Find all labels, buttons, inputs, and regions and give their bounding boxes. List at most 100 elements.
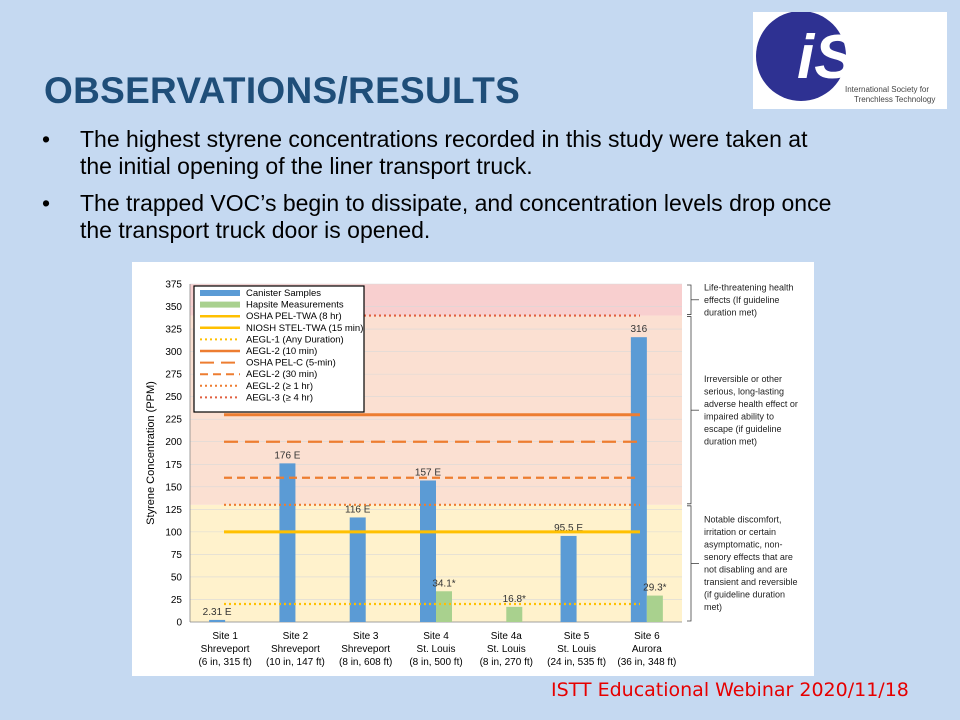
- legend-label: Hapsite Measurements: [246, 300, 344, 311]
- zone-note-line: Life-threatening health: [704, 282, 794, 292]
- y-tick-label: 350: [165, 302, 182, 313]
- bullet-item: • The highest styrene concentrations reco…: [42, 126, 842, 180]
- zone-note-line: serious, long-lasting: [704, 386, 784, 396]
- zone-bracket: [687, 316, 692, 505]
- x-tick-label: (24 in, 535 ft): [547, 657, 606, 668]
- x-tick-label: Site 4a: [491, 631, 523, 642]
- zone-note-line: effects (If guideline: [704, 295, 779, 305]
- x-tick-label: (36 in, 348 ft): [617, 657, 676, 668]
- x-tick-label: Aurora: [632, 644, 662, 655]
- y-tick-label: 25: [171, 595, 183, 606]
- x-tick-label: (10 in, 147 ft): [266, 657, 325, 668]
- zone-note-line: irritation or certain: [704, 527, 776, 537]
- y-tick-label: 225: [165, 415, 182, 426]
- y-tick-label: 125: [165, 505, 182, 516]
- zone-note-line: impaired ability to: [704, 411, 774, 421]
- bar: [560, 535, 577, 622]
- bullet-symbol: •: [42, 190, 51, 216]
- zone-note-line: duration met): [704, 307, 757, 317]
- x-tick-label: (6 in, 315 ft): [198, 657, 251, 668]
- bar: [349, 517, 366, 622]
- bullet-list: • The highest styrene concentrations reco…: [42, 126, 842, 254]
- data-label: 116 E: [345, 504, 371, 515]
- zone-note-line: not disabling and are: [704, 565, 788, 575]
- y-axis-title: Styrene Concentration (PPM): [145, 381, 157, 525]
- data-label: 34.1*: [432, 578, 455, 589]
- bullet-item: • The trapped VOC’s begin to dissipate, a…: [42, 190, 842, 244]
- bar: [279, 463, 296, 622]
- y-tick-label: 200: [165, 437, 182, 448]
- zone-note-line: duration met): [704, 436, 757, 446]
- data-label: 95.5 E: [554, 523, 583, 534]
- legend-swatch: [200, 301, 240, 308]
- zone-note-line: adverse health effect or: [704, 399, 798, 409]
- legend-box: [193, 285, 365, 413]
- slide-title: OBSERVATIONS/RESULTS: [44, 70, 521, 111]
- legend-swatch: [200, 290, 240, 296]
- legend-label: OSHA PEL-TWA (8 hr): [246, 311, 342, 322]
- bar: [506, 606, 523, 622]
- y-tick-label: 375: [165, 280, 182, 291]
- y-tick-label: 100: [165, 527, 182, 538]
- data-label: 2.31 E: [203, 607, 232, 618]
- x-tick-label: Site 4: [423, 631, 449, 642]
- data-label: 316: [631, 324, 648, 335]
- x-tick-label: Shreveport: [341, 644, 390, 655]
- zone-note-line: Irreversible or other: [704, 374, 782, 384]
- zone-note-line: (if guideline duration: [704, 590, 785, 600]
- legend-label: AEGL-2 (≥ 1 hr): [246, 381, 313, 392]
- logo-wordmark: iSTT: [797, 23, 936, 92]
- zone-note-line: transient and reversible: [704, 577, 798, 587]
- bar: [646, 595, 663, 622]
- x-tick-label: (8 in, 500 ft): [409, 657, 462, 668]
- logo-caption-line: International Society for: [845, 85, 929, 94]
- legend-label: AEGL-2 (30 min): [246, 369, 317, 380]
- bullet-symbol: •: [42, 126, 51, 152]
- x-tick-label: St. Louis: [417, 644, 456, 655]
- legend-label: AEGL-2 (10 min): [246, 346, 317, 357]
- x-tick-label: St. Louis: [557, 644, 596, 655]
- legend-label: AEGL-3 (≥ 4 hr): [246, 392, 313, 403]
- data-label: 16.8*: [503, 594, 526, 605]
- data-label: 29.3*: [643, 583, 666, 594]
- legend-label: AEGL-1 (Any Duration): [246, 334, 344, 345]
- zone-note-line: escape (if guideline: [704, 424, 782, 434]
- bar: [420, 480, 436, 622]
- y-tick-label: 175: [165, 460, 182, 471]
- y-tick-label: 75: [171, 550, 183, 561]
- x-tick-label: Site 2: [283, 631, 309, 642]
- zone-note-line: senory effects that are: [704, 552, 793, 562]
- zone-bracket: [687, 284, 692, 315]
- zone-note-line: met): [704, 602, 722, 612]
- zone-note-line: Notable discomfort,: [704, 515, 782, 525]
- logo-caption-line: Trenchless Technology: [854, 95, 935, 104]
- legend-label: Canister Samples: [246, 288, 321, 299]
- x-tick-label: Site 1: [212, 631, 238, 642]
- x-tick-label: (8 in, 608 ft): [339, 657, 392, 668]
- istt-logo-graphic: iSTT International Society for Trenchles…: [756, 11, 936, 104]
- y-tick-label: 325: [165, 325, 182, 336]
- bar: [209, 619, 226, 622]
- x-tick-label: Site 5: [564, 631, 590, 642]
- x-tick-label: Site 6: [634, 631, 660, 642]
- styrene-chart: 0 25 50 75 100 125 150 175 200 225 250 275 300 325 350…: [132, 262, 814, 676]
- istt-logo: iSTT International Society for Trenchles…: [753, 11, 947, 109]
- y-tick-label: 50: [171, 572, 183, 583]
- data-label: 176 E: [274, 450, 300, 461]
- zone-bracket: [687, 505, 692, 622]
- data-label: 157 E: [415, 467, 441, 478]
- chart-svg: 0 25 50 75 100 125 150 175 200 225 250 275 300 325 350…: [145, 280, 798, 669]
- bar: [436, 591, 452, 622]
- bar: [630, 337, 647, 622]
- y-tick-label: 275: [165, 370, 182, 381]
- y-tick-label: 150: [165, 482, 182, 493]
- legend-label: NIOSH STEL-TWA (15 min): [246, 323, 363, 334]
- legend-label: OSHA PEL-C (5-min): [246, 358, 336, 369]
- y-tick-label: 300: [165, 347, 182, 358]
- x-tick-label: Shreveport: [201, 644, 250, 655]
- footer-text: ISTT Educational Webinar 2020/11/18: [551, 679, 909, 701]
- zone-note-line: asymptomatic, non-: [704, 540, 783, 550]
- bullet-text: The trapped VOC’s begin to dissipate, an…: [80, 190, 832, 243]
- x-tick-label: Shreveport: [271, 644, 320, 655]
- bullet-text: The highest styrene concentrations recor…: [80, 126, 808, 179]
